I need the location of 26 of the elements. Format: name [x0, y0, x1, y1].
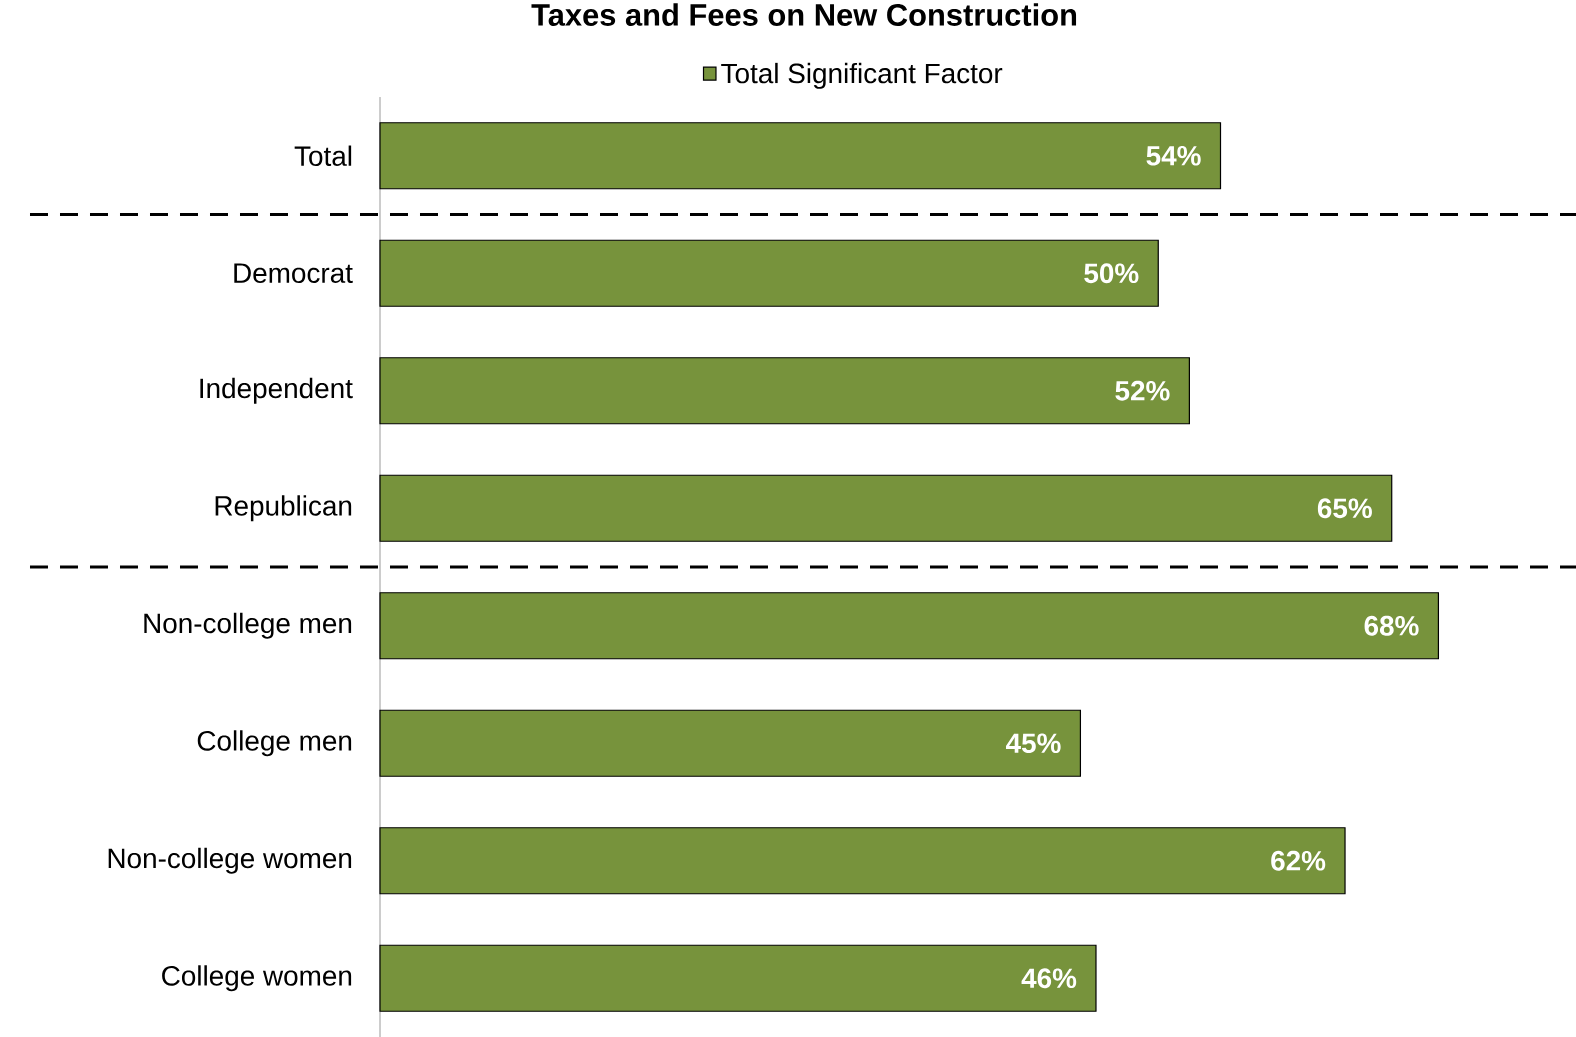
legend-label: Total Significant Factor — [721, 62, 1003, 89]
data-label: 62% — [1271, 850, 1326, 871]
y-tick-label: Independent — [200, 377, 353, 404]
data-label: 46% — [1021, 968, 1077, 989]
bar — [379, 592, 1440, 660]
y-tick-label: Democrat — [234, 263, 353, 284]
y-tick-label: Non-college men — [144, 612, 352, 639]
bar — [379, 827, 1346, 895]
data-label: 54% — [1146, 145, 1201, 166]
chart-title: Taxes and Fees on New Construction — [531, 3, 1077, 26]
y-tick-label: Republican — [215, 495, 352, 522]
bar — [379, 944, 1097, 1012]
data-label: 68% — [1364, 615, 1419, 636]
y-tick-label: Non-college women — [108, 847, 352, 874]
data-label: 45% — [1005, 733, 1061, 754]
bar — [379, 122, 1222, 190]
y-tick-label: College women — [162, 965, 352, 992]
y-tick-label: Total — [294, 145, 352, 167]
bar — [379, 239, 1159, 307]
data-label: 50% — [1084, 263, 1139, 284]
data-label: 65% — [1317, 498, 1372, 519]
bar — [379, 357, 1190, 425]
data-label: 52% — [1115, 380, 1170, 401]
bar — [379, 709, 1082, 777]
bar — [379, 474, 1393, 542]
y-tick-label: College men — [197, 730, 352, 757]
